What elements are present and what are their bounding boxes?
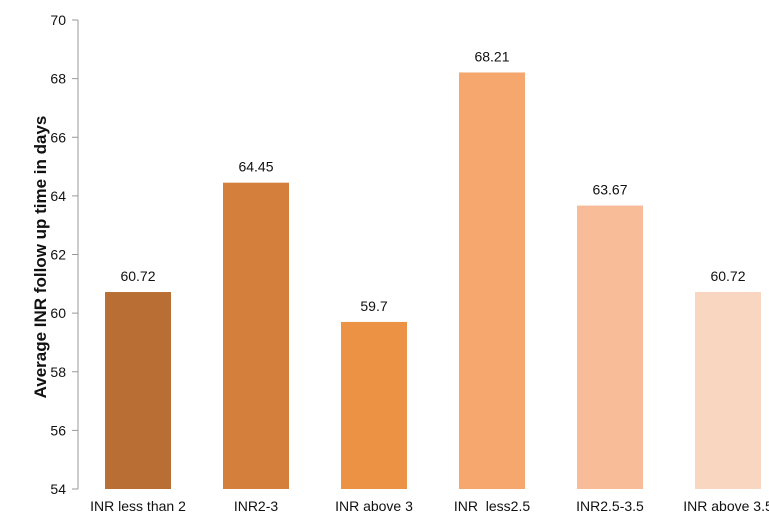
y-tick-label: 64 — [50, 188, 66, 204]
y-tick-label: 56 — [50, 422, 66, 438]
bars — [105, 72, 761, 490]
bar — [577, 205, 643, 489]
bar — [695, 292, 761, 489]
data-label: 60.72 — [120, 268, 155, 284]
y-tick-label: 54 — [50, 481, 66, 497]
data-label: 68.21 — [474, 48, 509, 64]
bar — [341, 321, 407, 489]
y-tick-label: 68 — [50, 71, 66, 87]
category-label: INR2-3 — [234, 498, 279, 514]
y-axis-ticks: 54 56 58 60 62 64 66 68 70 — [50, 12, 78, 497]
y-tick-label: 60 — [50, 305, 66, 321]
category-labels: INR less than 2 INR2-3 INR above 3 INR less… — [90, 498, 769, 514]
bar — [459, 72, 525, 490]
data-labels: 60.72 64.45 59.7 68.21 63.67 60.72 — [120, 48, 745, 313]
y-tick-label: 70 — [50, 12, 66, 28]
y-tick-label: 66 — [50, 129, 66, 145]
y-tick-label: 58 — [50, 364, 66, 380]
category-label: INR above 3 — [335, 498, 413, 514]
data-label: 59.7 — [360, 298, 387, 314]
category-label: INR above 3.5 — [683, 498, 769, 514]
data-label: 64.45 — [238, 159, 273, 175]
category-label: INR less than 2 — [90, 498, 186, 514]
bar — [105, 292, 171, 489]
category-label: INR2.5-3.5 — [576, 498, 644, 514]
bar — [223, 182, 289, 489]
category-label: INR less2.5 — [454, 498, 530, 514]
data-label: 60.72 — [710, 268, 745, 284]
y-axis-title: Average INR follow up time in days — [31, 116, 50, 399]
data-label: 63.67 — [592, 182, 627, 198]
y-tick-label: 62 — [50, 247, 66, 263]
